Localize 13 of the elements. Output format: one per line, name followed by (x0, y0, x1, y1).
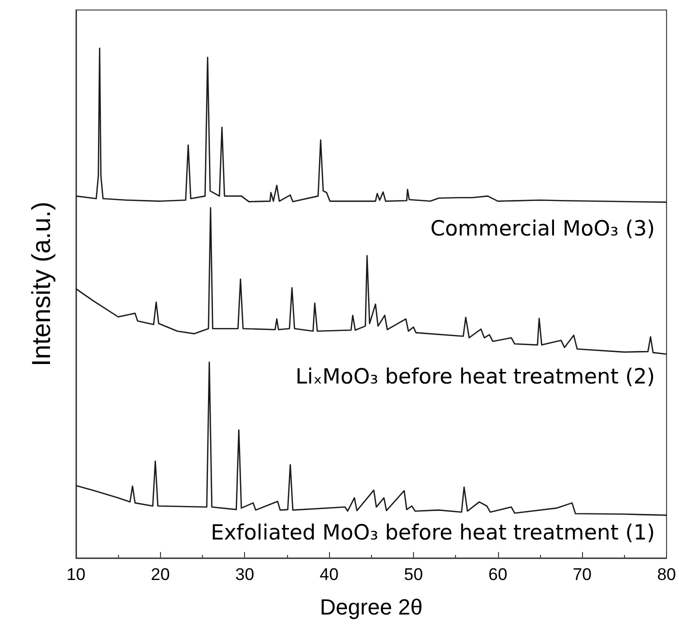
x-tick-label: 70 (572, 565, 592, 584)
annotation: Exfoliated MoO₃ before heat treatment (1) (210, 520, 656, 544)
x-tick-label: 10 (66, 565, 86, 584)
x-tick-label: 20 (150, 565, 170, 584)
x-tick-label: 40 (320, 565, 339, 584)
x-tick-label: 30 (235, 565, 254, 584)
y-axis-title: Intensity (a.u.) (26, 202, 56, 366)
annotation: LiₓMoO₃ before heat treatment (2) (296, 364, 656, 388)
x-tick-label: 60 (488, 565, 508, 584)
annotation: Commercial MoO₃ (3) (430, 216, 656, 240)
x-tick-label: 80 (657, 565, 676, 584)
x-axis-title: Degree 2θ (320, 594, 423, 620)
x-tick-label: 50 (404, 565, 423, 584)
